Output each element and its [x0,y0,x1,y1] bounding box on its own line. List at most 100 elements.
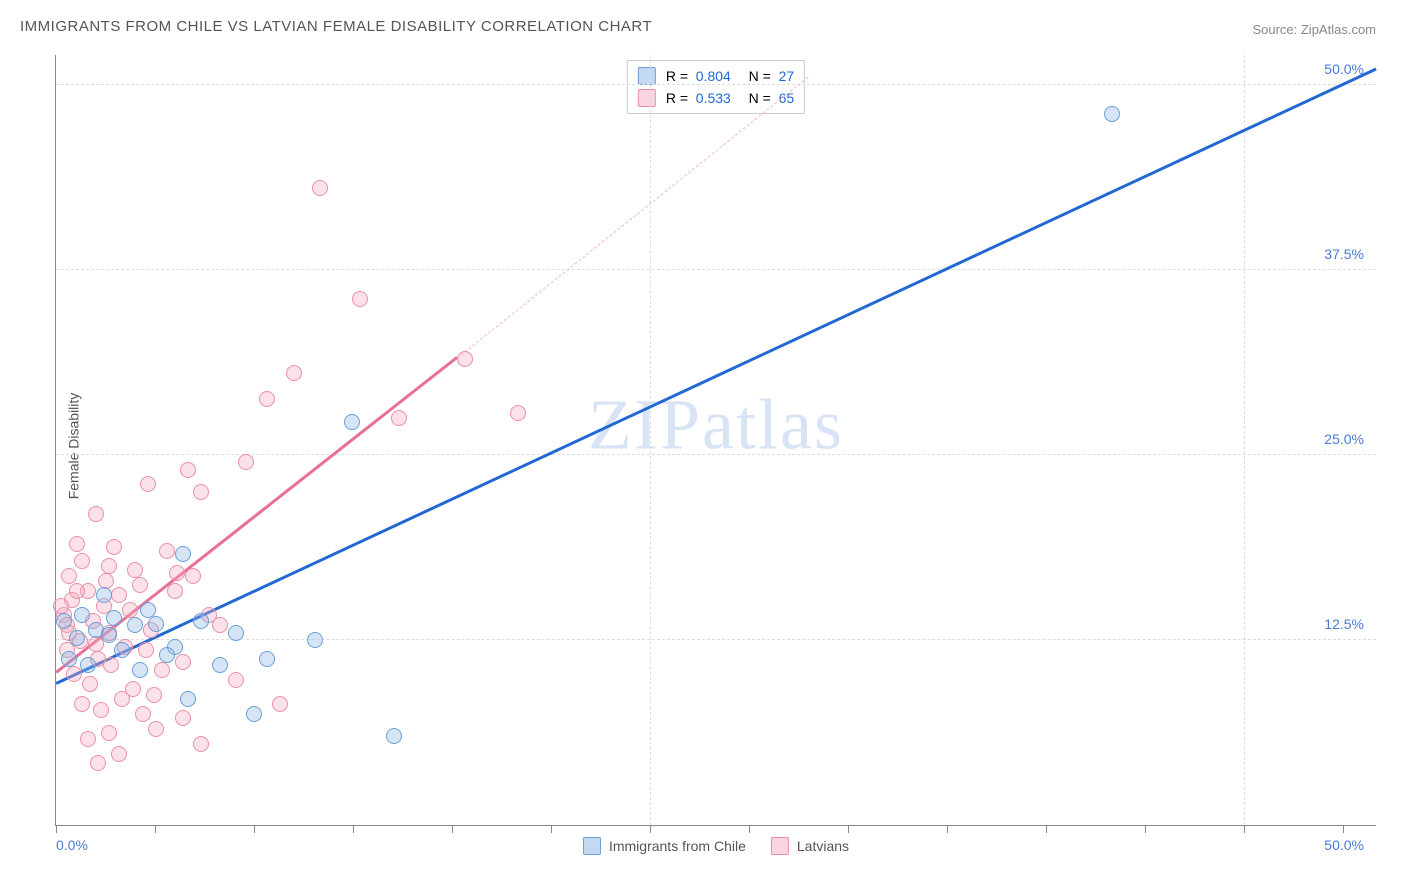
source-label: Source: ZipAtlas.com [1252,22,1376,37]
x-tick [1343,825,1344,833]
x-tick [56,825,57,833]
data-point [391,410,407,426]
gridline [56,454,1376,455]
data-point [69,583,85,599]
data-point [286,365,302,381]
data-point [114,642,130,658]
data-point [246,706,262,722]
data-point [148,721,164,737]
data-point [98,573,114,589]
data-point [212,657,228,673]
data-point [228,625,244,641]
data-point [132,662,148,678]
data-point [138,642,154,658]
data-point [61,568,77,584]
data-point [106,539,122,555]
data-point [212,617,228,633]
legend-swatch-icon [638,89,656,107]
x-tick [749,825,750,833]
data-point [69,536,85,552]
data-point [106,610,122,626]
data-point [122,602,138,618]
data-point [69,630,85,646]
x-tick [848,825,849,833]
x-tick [551,825,552,833]
x-tick [1244,825,1245,833]
data-point [457,351,473,367]
data-point [193,613,209,629]
data-point [74,553,90,569]
data-point [93,702,109,718]
y-tick-label: 12.5% [1324,616,1364,632]
scatter-plot: ZIPatlas R = 0.804 N = 27R = 0.533 N = 6… [55,55,1376,826]
data-point [61,651,77,667]
data-point [80,731,96,747]
data-point [175,710,191,726]
data-point [127,617,143,633]
data-point [96,587,112,603]
data-point [175,654,191,670]
data-point [312,180,328,196]
data-point [53,598,69,614]
legend-item: Immigrants from Chile [583,837,746,855]
x-tick [452,825,453,833]
data-point [344,414,360,430]
data-point [175,546,191,562]
data-point [259,651,275,667]
data-point [146,687,162,703]
data-point [101,558,117,574]
data-point [386,728,402,744]
correlation-legend: R = 0.804 N = 27R = 0.533 N = 65 [627,60,805,114]
data-point [82,676,98,692]
gridline [56,269,1376,270]
gridline [1244,55,1245,825]
legend-r-label: R = 0.533 [666,87,731,109]
chart-title: IMMIGRANTS FROM CHILE VS LATVIAN FEMALE … [20,18,652,35]
data-point [307,632,323,648]
data-point [272,696,288,712]
data-point [101,725,117,741]
data-point [103,657,119,673]
data-point [193,736,209,752]
data-point [169,565,185,581]
x-tick [1046,825,1047,833]
data-point [56,613,72,629]
data-point [180,691,196,707]
legend-swatch-icon [638,67,656,85]
data-point [259,391,275,407]
data-point [1104,106,1120,122]
data-point [74,607,90,623]
data-point [111,746,127,762]
series-legend: Immigrants from Chile Latvians [583,837,849,855]
trend-line [55,356,458,673]
data-point [80,657,96,673]
x-tick [947,825,948,833]
legend-label: Immigrants from Chile [609,838,746,854]
x-axis-min-label: 0.0% [56,837,88,853]
legend-item: Latvians [771,837,849,855]
data-point [352,291,368,307]
data-point [193,484,209,500]
data-point [135,706,151,722]
data-point [238,454,254,470]
y-tick-label: 25.0% [1324,431,1364,447]
legend-n-label: N = 65 [741,87,794,109]
data-point [228,672,244,688]
data-point [167,583,183,599]
gridline [56,84,1376,85]
x-tick [254,825,255,833]
y-tick-label: 50.0% [1324,61,1364,77]
x-axis-max-label: 50.0% [1324,837,1364,853]
x-tick [1145,825,1146,833]
legend-swatch-icon [583,837,601,855]
gridline [56,639,1376,640]
data-point [111,587,127,603]
data-point [114,691,130,707]
data-point [154,662,170,678]
legend-label: Latvians [797,838,849,854]
y-tick-label: 37.5% [1324,246,1364,262]
data-point [159,647,175,663]
data-point [148,616,164,632]
legend-swatch-icon [771,837,789,855]
trend-line [55,67,1376,684]
